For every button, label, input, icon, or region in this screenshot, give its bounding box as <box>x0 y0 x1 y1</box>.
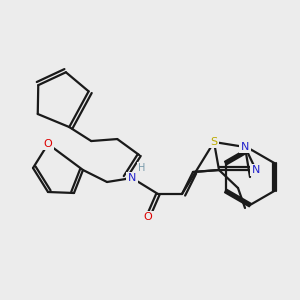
Text: O: O <box>44 139 52 149</box>
Text: N: N <box>241 142 249 152</box>
Text: N: N <box>252 165 260 175</box>
Text: N: N <box>128 173 136 183</box>
Text: O: O <box>144 212 152 222</box>
Text: S: S <box>210 137 218 147</box>
Text: H: H <box>138 163 146 173</box>
